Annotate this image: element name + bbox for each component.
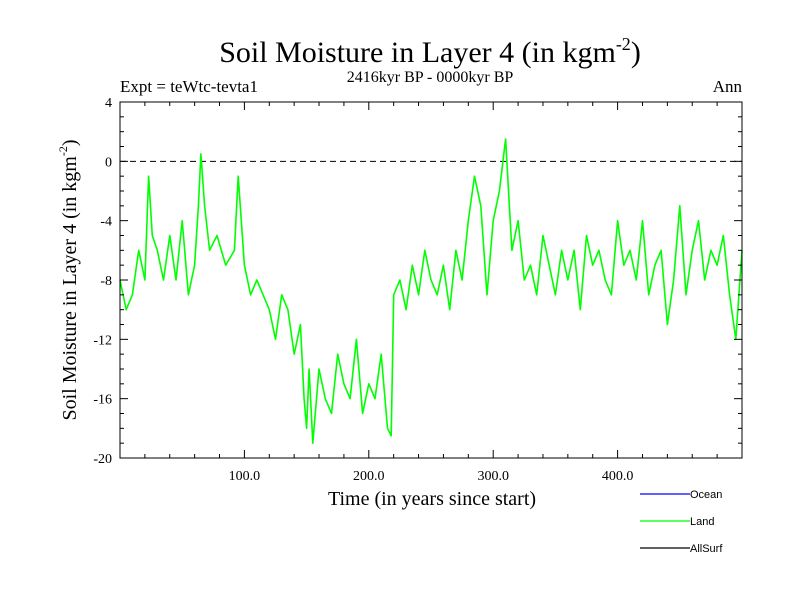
plot-area: 4 0 -4 -8 -12 -16 -20 100.0 200.0 300.0 400.0 xyxy=(93,96,743,484)
legend-label-allsurf: AllSurf xyxy=(690,543,723,555)
series-line-land xyxy=(119,138,743,445)
y-axis-label-close: ) xyxy=(59,139,81,146)
chart-title-superscript: -2 xyxy=(616,34,631,54)
x-tick-label: 400.0 xyxy=(602,469,634,484)
x-tick-label: 100.0 xyxy=(229,469,261,484)
x-tick-label: 300.0 xyxy=(477,469,509,484)
y-tick-label: -8 xyxy=(100,274,112,289)
chart-title: Soil Moisture in Layer 4 (in kgm-2) xyxy=(219,34,641,69)
legend-label-land: Land xyxy=(690,516,714,528)
chart-title-main: Soil Moisture in Layer 4 (in kgm xyxy=(219,36,616,69)
experiment-label: Expt = teWtc-tevta1 xyxy=(120,77,258,96)
x-tick-label: 200.0 xyxy=(353,469,385,484)
y-tick-label: -20 xyxy=(93,452,112,467)
y-tick-label: -16 xyxy=(93,393,112,408)
season-label: Ann xyxy=(713,77,743,96)
y-tick-label: -12 xyxy=(93,333,112,348)
y-axis-label: Soil Moisture in Layer 4 (in kgm-2) xyxy=(56,139,81,420)
y-tick-label: 4 xyxy=(105,96,112,111)
y-tick-label: -4 xyxy=(100,215,112,230)
y-axis-label-main: Soil Moisture in Layer 4 (in kgm xyxy=(59,156,81,421)
chart-title-close: ) xyxy=(631,36,641,69)
x-axis-label: Time (in years since start) xyxy=(328,488,536,510)
y-tick-label: 0 xyxy=(105,155,112,170)
legend: Ocean Land AllSurf xyxy=(640,489,723,555)
legend-label-ocean: Ocean xyxy=(690,489,722,501)
y-axis-label-superscript: -2 xyxy=(56,146,70,156)
chart-subtitle: 2416kyr BP - 0000kyr BP xyxy=(347,69,514,86)
